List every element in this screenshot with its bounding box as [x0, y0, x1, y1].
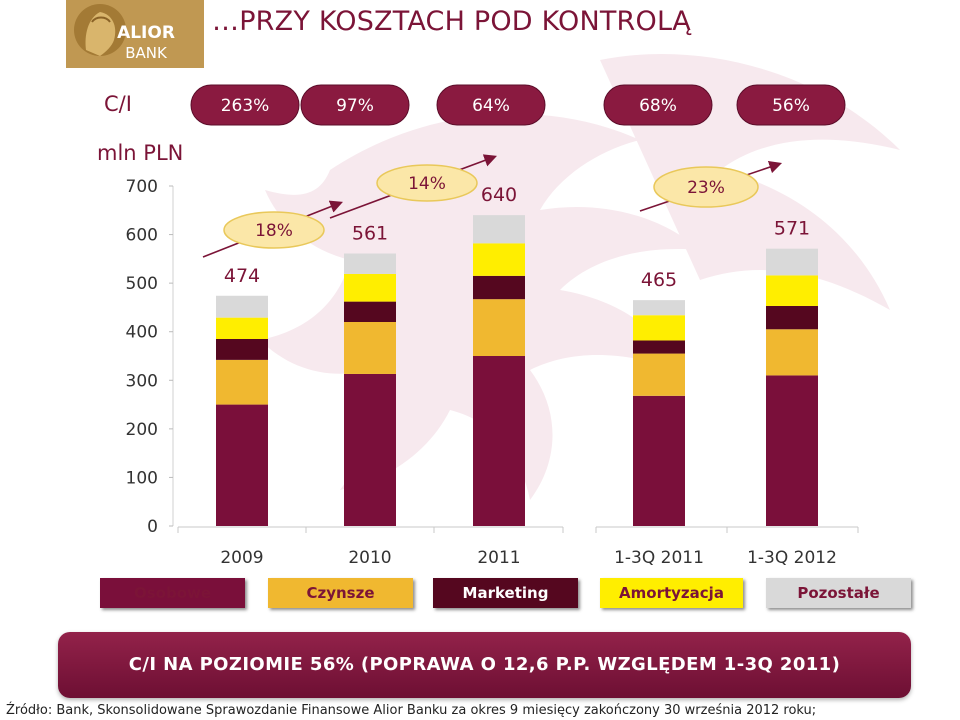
bar-segment-osobowe — [216, 404, 268, 526]
legend-item-amortyzacja: Amortyzacja — [600, 578, 743, 608]
bar-segment-czynsze — [473, 299, 525, 356]
y-tick-label: 600 — [126, 226, 158, 246]
ci-badge-value: 68% — [639, 96, 677, 116]
growth-badge-value: 23% — [687, 178, 725, 198]
growth-badge-value: 14% — [408, 174, 446, 194]
summary-banner: C/I NA POZIOMIE 56% (POPRAWA O 12,6 P.P.… — [58, 632, 911, 698]
bar-total-label: 474 — [224, 265, 260, 287]
alior-bank-logo: ALIOR BANK — [66, 0, 204, 68]
bar-segment-marketing — [473, 275, 525, 300]
bar-segment-osobowe — [473, 356, 525, 526]
bar-segment-amortyzacja — [473, 243, 525, 276]
summary-banner-text: C/I NA POZIOMIE 56% (POPRAWA O 12,6 P.P.… — [128, 654, 841, 675]
y-tick-label: 500 — [126, 274, 158, 294]
category-label: 2011 — [477, 548, 520, 568]
category-label: 1-3Q 2011 — [614, 548, 704, 568]
bar-segment-pozostałe — [344, 253, 396, 274]
y-tick-label: 400 — [126, 323, 158, 343]
category-label: 2010 — [348, 548, 391, 568]
category-label: 1-3Q 2012 — [747, 548, 837, 568]
bar-segment-marketing — [344, 301, 396, 322]
legend-item-pozostałe: Pozostałe — [766, 578, 911, 608]
y-tick-label: 0 — [147, 517, 158, 537]
bar-segment-pozostałe — [633, 300, 685, 316]
ci-badge — [736, 84, 846, 126]
growth-badge — [653, 166, 759, 208]
ci-badge — [436, 84, 546, 126]
source-note: Źródło: Bank, Skonsolidowane Sprawozdani… — [6, 703, 817, 718]
y-tick-label: 100 — [126, 468, 158, 488]
bar-segment-czynsze — [766, 329, 818, 376]
bar-segment-marketing — [633, 340, 685, 354]
bar-segment-czynsze — [633, 353, 685, 396]
ci-badge-value: 64% — [472, 96, 510, 116]
unit-label: mln PLN — [97, 141, 183, 165]
bar-total-label: 640 — [481, 184, 517, 206]
bar-total-label: 571 — [774, 218, 810, 240]
ci-badge — [603, 84, 713, 126]
y-tick-label: 700 — [126, 177, 158, 197]
growth-badge — [376, 164, 478, 202]
logo-text-alior: ALIOR — [117, 23, 175, 43]
bar-segment-pozostałe — [473, 215, 525, 244]
growth-badge — [223, 211, 325, 249]
y-tick-label: 300 — [126, 371, 158, 391]
chart-legend: Osobowe Czynsze Marketing Amortyzacja Pozost… — [100, 578, 920, 610]
bar-segment-amortyzacja — [216, 317, 268, 339]
ci-badge-value: 56% — [772, 96, 810, 116]
bar-total-label: 561 — [352, 223, 388, 245]
ci-badge — [300, 84, 410, 126]
bar-segment-pozostałe — [216, 295, 268, 318]
bar-segment-amortyzacja — [766, 275, 818, 306]
bar-segment-marketing — [216, 339, 268, 360]
bar-segment-osobowe — [766, 375, 818, 526]
legend-item-osobowe: Osobowe — [100, 578, 245, 608]
page-title: …PRZY KOSZTACH POD KONTROLĄ — [212, 6, 691, 37]
ci-badge-value: 97% — [336, 96, 374, 116]
category-label: 2009 — [220, 548, 263, 568]
bar-segment-czynsze — [216, 359, 268, 405]
bar-segment-osobowe — [344, 373, 396, 526]
growth-badge-value: 18% — [255, 221, 293, 241]
bar-total-label: 465 — [641, 269, 677, 291]
bar-segment-osobowe — [633, 395, 685, 526]
ci-label: C/I — [104, 92, 132, 116]
bar-segment-marketing — [766, 305, 818, 330]
legend-item-marketing: Marketing — [433, 578, 578, 608]
bar-segment-amortyzacja — [633, 315, 685, 341]
bar-segment-amortyzacja — [344, 273, 396, 302]
bar-segment-czynsze — [344, 322, 396, 374]
y-tick-label: 200 — [126, 420, 158, 440]
bar-segment-pozostałe — [766, 248, 818, 276]
legend-item-czynsze: Czynsze — [268, 578, 413, 608]
ci-badge — [190, 84, 300, 126]
cost-structure-chart: 0 100 200 300 400 500 600 700 mln PLN 474 2009 561 2… — [97, 84, 859, 568]
logo-text-bank: BANK — [125, 44, 168, 62]
ci-badge-value: 263% — [221, 96, 270, 116]
